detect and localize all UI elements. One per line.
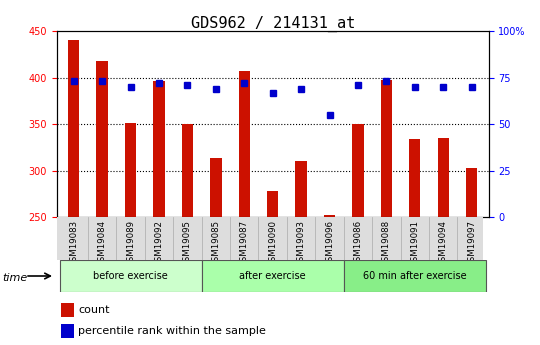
Bar [182, 124, 193, 217]
Text: percentile rank within the sample: percentile rank within the sample [78, 326, 266, 336]
Text: 60 min after exercise: 60 min after exercise [363, 271, 467, 281]
Text: GSM19087: GSM19087 [240, 219, 249, 267]
Text: GSM19084: GSM19084 [98, 219, 107, 267]
Bar [59, 260, 201, 292]
Bar [352, 124, 363, 217]
Text: GSM19092: GSM19092 [154, 219, 164, 266]
Bar [324, 215, 335, 217]
Text: count: count [78, 305, 110, 315]
Text: GSM19094: GSM19094 [438, 219, 448, 266]
Bar [267, 191, 279, 217]
Bar [344, 260, 486, 292]
Bar [295, 160, 307, 217]
Text: GSM19083: GSM19083 [69, 219, 78, 267]
Bar [125, 123, 136, 217]
Text: GSM19095: GSM19095 [183, 219, 192, 266]
Bar [61, 303, 74, 317]
Text: GSM19091: GSM19091 [410, 219, 419, 266]
Text: time: time [3, 273, 28, 283]
Bar [201, 260, 344, 292]
Text: GSM19090: GSM19090 [268, 219, 277, 266]
Bar [437, 138, 449, 217]
Bar [61, 324, 74, 338]
Text: GDS962 / 214131_at: GDS962 / 214131_at [191, 16, 355, 32]
Bar [381, 80, 392, 217]
Bar [153, 81, 165, 217]
Bar [68, 40, 79, 217]
Bar [409, 139, 421, 217]
Text: GSM19096: GSM19096 [325, 219, 334, 266]
Bar [239, 71, 250, 217]
Text: GSM19097: GSM19097 [467, 219, 476, 266]
Bar [466, 168, 477, 217]
Bar [210, 158, 221, 217]
Text: GSM19089: GSM19089 [126, 219, 135, 266]
Text: GSM19086: GSM19086 [354, 219, 362, 267]
Bar [97, 61, 108, 217]
Text: after exercise: after exercise [239, 271, 306, 281]
Text: GSM19088: GSM19088 [382, 219, 391, 267]
Text: before exercise: before exercise [93, 271, 168, 281]
Text: GSM19093: GSM19093 [296, 219, 306, 266]
Text: GSM19085: GSM19085 [211, 219, 220, 267]
